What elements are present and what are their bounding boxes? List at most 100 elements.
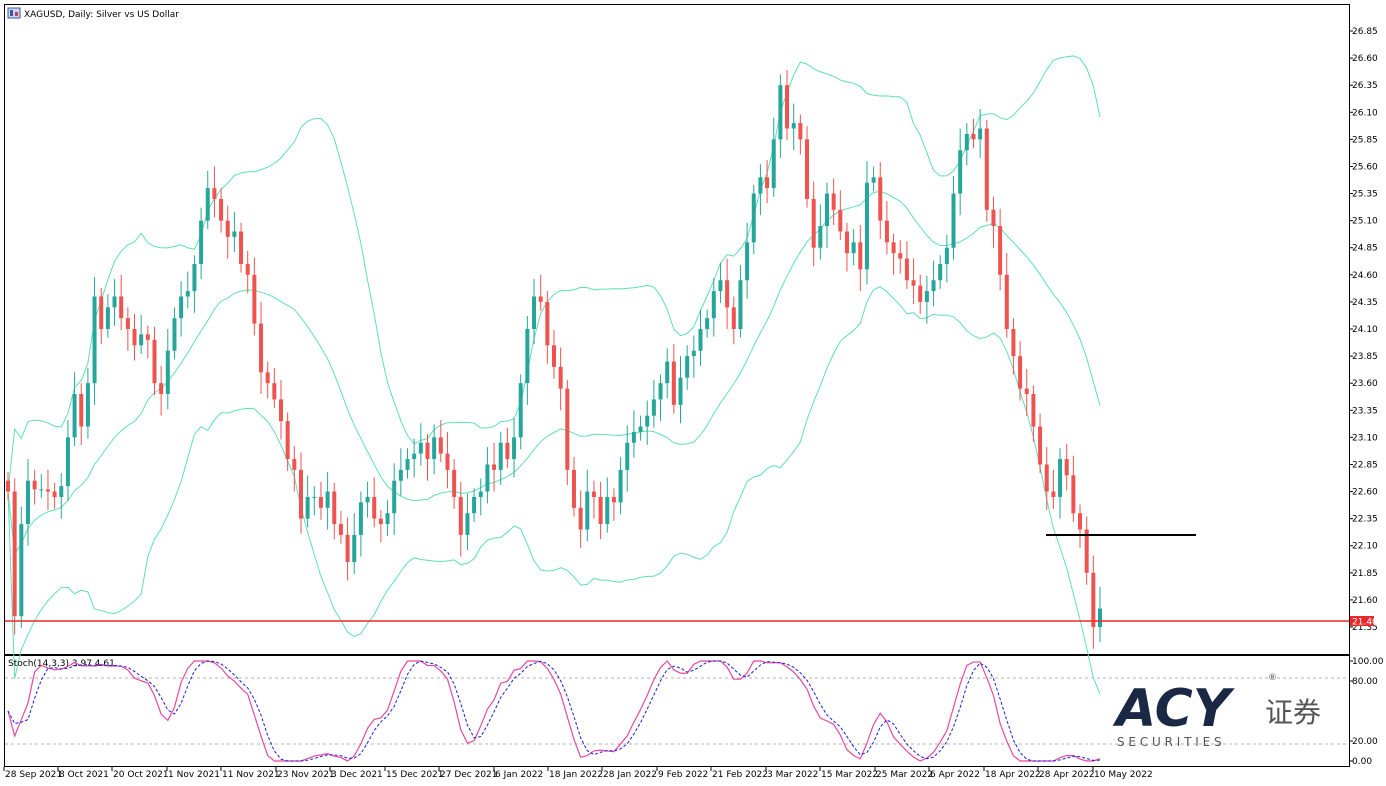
price-tick-label: 26.85 xyxy=(1352,27,1378,37)
candle xyxy=(1051,469,1056,509)
candle xyxy=(112,279,117,326)
candle xyxy=(32,469,37,505)
candle xyxy=(152,326,157,396)
candle xyxy=(12,478,17,635)
candle xyxy=(978,109,983,158)
candle xyxy=(65,420,70,502)
stoch-signal-line xyxy=(7,660,1101,762)
price-tick-label: 23.10 xyxy=(1352,433,1378,443)
symbol-title: XAGUSD, Daily: Silver vs US Dollar xyxy=(24,10,179,20)
candle xyxy=(711,278,716,337)
candle xyxy=(332,482,337,540)
candle xyxy=(678,356,683,424)
candle xyxy=(358,491,363,557)
candle xyxy=(591,480,596,519)
candle xyxy=(425,434,430,481)
date-label: 6 Apr 2022 xyxy=(930,770,980,780)
candle xyxy=(272,368,277,409)
candle xyxy=(452,459,457,509)
candle xyxy=(625,425,630,492)
candle xyxy=(898,240,903,274)
candle xyxy=(259,301,264,395)
candle xyxy=(918,274,923,314)
price-tick-label: 21.60 xyxy=(1352,596,1378,606)
candle xyxy=(1064,443,1069,491)
candle xyxy=(565,379,570,486)
price-tick-label: 25.10 xyxy=(1352,217,1378,227)
candle xyxy=(805,126,810,208)
candle xyxy=(578,490,583,548)
candle xyxy=(665,348,670,399)
candle xyxy=(991,196,996,248)
candle xyxy=(305,475,310,528)
candle xyxy=(225,205,230,259)
candle xyxy=(651,379,656,428)
candle xyxy=(45,469,50,510)
candle xyxy=(778,74,783,158)
date-label: 27 Dec 2021 xyxy=(440,770,498,780)
candle xyxy=(891,233,896,275)
candle xyxy=(631,410,636,458)
candle xyxy=(645,400,650,445)
candle xyxy=(1071,455,1076,522)
candle xyxy=(698,309,703,366)
current-price-tag: 21.40 xyxy=(1350,616,1378,628)
candle xyxy=(878,162,883,240)
candle xyxy=(552,330,556,379)
stoch-label: Stoch(14,3,3) 3.97 4.61 xyxy=(8,659,115,669)
price-tick-label: 24.35 xyxy=(1352,298,1378,308)
stoch-tick-label: 100.00 xyxy=(1352,657,1384,667)
candle xyxy=(518,374,523,450)
candle xyxy=(125,307,130,351)
candle xyxy=(984,119,989,222)
date-label: 18 Jan 2022 xyxy=(549,770,603,780)
date-label: 23 Nov 2021 xyxy=(277,770,335,780)
candle xyxy=(785,70,790,141)
candle xyxy=(904,241,909,289)
price-tick-label: 24.60 xyxy=(1352,271,1378,281)
date-label: 10 May 2022 xyxy=(1094,770,1153,780)
price-tick-label: 22.60 xyxy=(1352,488,1378,498)
candle xyxy=(971,118,976,149)
candle xyxy=(1044,447,1049,510)
candle xyxy=(765,159,770,204)
candle xyxy=(571,456,576,517)
candle xyxy=(611,488,616,521)
acy-securities-logo: ACY 证券 ® S E C U R I T I E S xyxy=(1112,673,1321,749)
candle xyxy=(385,500,390,536)
candle xyxy=(378,509,383,543)
date-label: 25 Mar 2022 xyxy=(876,770,933,780)
stoch-panel-frame xyxy=(4,655,1350,767)
price-tick-label: 26.10 xyxy=(1352,108,1378,118)
candle xyxy=(192,255,197,313)
candle xyxy=(418,423,423,466)
candle xyxy=(745,222,750,299)
candle xyxy=(212,166,217,218)
candle xyxy=(245,250,250,294)
candle xyxy=(938,255,943,289)
candle xyxy=(1058,448,1063,519)
candle xyxy=(398,448,403,496)
price-tick-label: 25.85 xyxy=(1352,135,1378,145)
candle xyxy=(811,181,816,267)
candle xyxy=(798,114,803,155)
candle xyxy=(139,314,144,354)
candle xyxy=(791,103,796,151)
candle xyxy=(318,481,323,520)
candle xyxy=(1018,340,1023,401)
candle xyxy=(72,372,77,447)
stoch-tick-label: 20.00 xyxy=(1352,737,1378,747)
date-label: 28 Apr 2022 xyxy=(1039,770,1095,780)
bollinger-lower-band xyxy=(7,286,1101,695)
candle xyxy=(998,208,1003,290)
date-label: 28 Jan 2022 xyxy=(603,770,657,780)
candle xyxy=(685,345,690,390)
candle xyxy=(345,517,350,581)
date-label: 8 Oct 2021 xyxy=(59,770,109,780)
candle xyxy=(445,431,450,489)
date-label: 15 Dec 2021 xyxy=(386,770,444,780)
candle xyxy=(392,463,397,535)
candle xyxy=(525,315,530,405)
